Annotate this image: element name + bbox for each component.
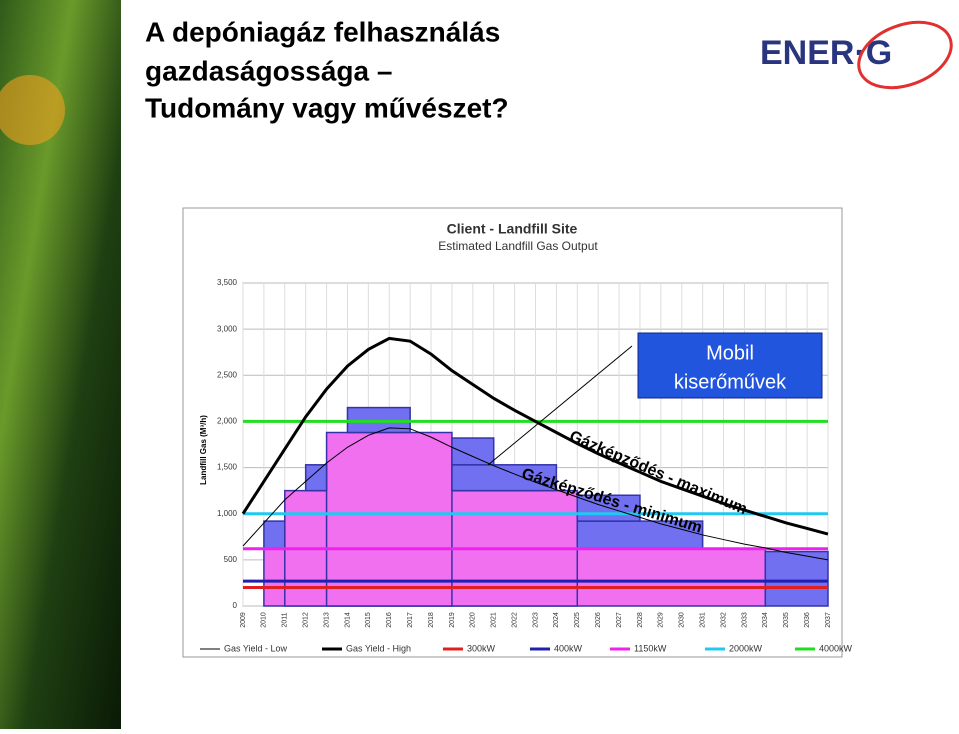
x-tick-label: 2013 xyxy=(323,612,330,628)
x-tick-label: 2010 xyxy=(261,612,268,628)
slide-title: A depóniagáz felhasználás xyxy=(145,16,500,47)
y-tick-label: 1,000 xyxy=(217,509,238,518)
y-tick-label: 1,500 xyxy=(217,463,238,472)
callout-pointer xyxy=(487,345,633,466)
chart-title: Client - Landfill Site xyxy=(447,221,578,237)
y-tick-label: 3,500 xyxy=(217,278,238,287)
x-tick-label: 2031 xyxy=(699,612,706,628)
x-tick-label: 2017 xyxy=(407,612,414,628)
x-tick-label: 2034 xyxy=(762,612,769,628)
x-tick-label: 2019 xyxy=(449,612,456,628)
capacity-block xyxy=(576,520,704,550)
x-tick-label: 2022 xyxy=(511,612,518,628)
capacity-block xyxy=(764,550,829,607)
legend-label: Gas Yield - High xyxy=(346,643,411,653)
x-tick-label: 2021 xyxy=(491,612,498,628)
gas-yield-line xyxy=(241,336,829,536)
slide-title: Tudomány vagy művészet? xyxy=(145,92,509,123)
x-tick-label: 2018 xyxy=(428,612,435,628)
x-tick-label: 2032 xyxy=(720,612,727,628)
y-tick-label: 2,000 xyxy=(217,417,238,426)
x-tick-label: 2033 xyxy=(741,612,748,628)
x-tick-label: 2025 xyxy=(574,612,581,628)
capacity-block xyxy=(325,431,453,607)
capacity-block xyxy=(451,464,558,492)
x-tick-label: 2029 xyxy=(658,612,665,628)
gas-yield-line xyxy=(242,427,829,561)
x-tick-label: 2037 xyxy=(825,612,832,628)
x-tick-label: 2024 xyxy=(553,612,560,628)
x-tick-label: 2030 xyxy=(679,612,686,628)
slide-title: gazdaságossága – xyxy=(145,55,392,86)
x-tick-label: 2020 xyxy=(470,612,477,628)
capacity-block xyxy=(263,520,286,550)
x-tick-label: 2035 xyxy=(783,612,790,628)
x-tick-label: 2023 xyxy=(532,612,539,628)
x-tick-label: 2015 xyxy=(365,612,372,628)
y-axis-label: Landfill Gas (M³/h) xyxy=(199,415,208,485)
legend-label: 2000kW xyxy=(729,643,763,653)
y-tick-label: 3,000 xyxy=(217,324,238,333)
x-tick-label: 2026 xyxy=(595,612,602,628)
legend-label: 400kW xyxy=(554,643,583,653)
legend-label: 300kW xyxy=(467,643,496,653)
callout-text: Mobil xyxy=(706,342,754,364)
legend-label: 4000kW xyxy=(819,643,853,653)
capacity-block xyxy=(304,464,328,492)
x-tick-label: 2036 xyxy=(804,612,811,628)
legend-label: 1150kW xyxy=(634,643,667,653)
chart-subtitle: Estimated Landfill Gas Output xyxy=(438,239,598,253)
logo-swoosh xyxy=(857,20,953,90)
x-tick-label: 2012 xyxy=(303,612,310,628)
y-tick-label: 0 xyxy=(233,601,238,610)
legend-label: Gas Yield - Low xyxy=(224,643,288,653)
capacity-block xyxy=(451,437,495,466)
y-tick-label: 2,500 xyxy=(217,370,238,379)
sun-glow xyxy=(0,75,65,145)
x-tick-label: 2011 xyxy=(282,612,289,627)
x-tick-label: 2009 xyxy=(240,612,247,628)
callout-box xyxy=(637,332,823,399)
y-tick-label: 500 xyxy=(224,555,238,564)
x-tick-label: 2027 xyxy=(616,612,623,628)
x-tick-label: 2014 xyxy=(344,612,351,628)
x-tick-label: 2016 xyxy=(386,612,393,628)
callout-text: kiserőművek xyxy=(674,371,787,393)
x-tick-label: 2028 xyxy=(637,612,644,628)
